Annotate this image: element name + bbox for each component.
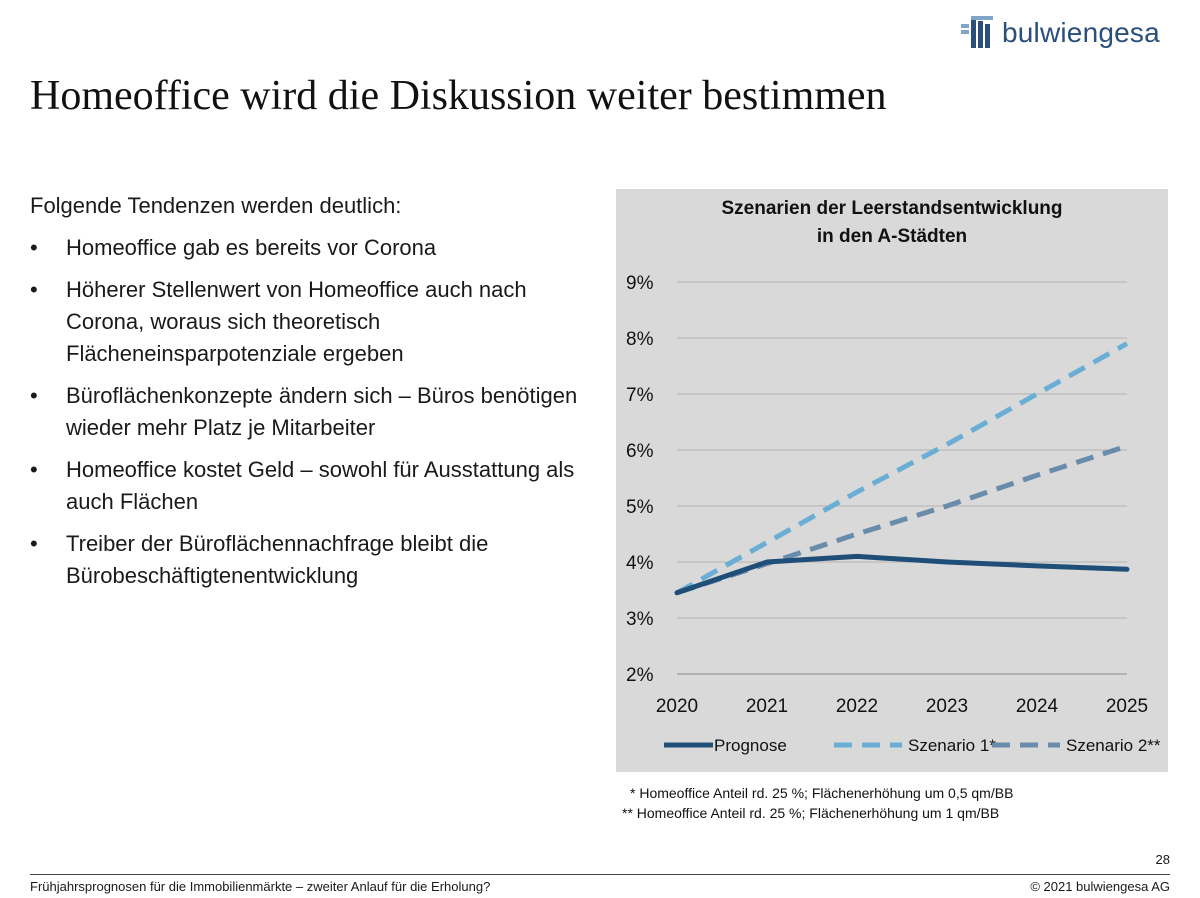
content-text: Folgende Tendenzen werden deutlich: • Hom… [30,190,590,602]
bullet-text: Treiber der Büroflächennachfrage bleibt … [66,531,489,588]
legend-label: Prognose [714,736,787,755]
bullet-icon: • [30,383,38,408]
chart-container: Szenarien der Leerstandsentwicklung in de… [616,189,1168,772]
y-tick-label: 4% [626,553,654,574]
y-tick-label: 8% [626,329,654,350]
x-tick-label: 2025 [1106,696,1148,717]
line-chart: Szenarien der Leerstandsentwicklung in de… [626,198,1161,755]
bulwiengesa-logo-icon [961,16,993,48]
copyright: © 2021 bulwiengesa AG [1030,879,1170,894]
y-tick-label: 6% [626,441,654,462]
x-tick-label: 2024 [1016,696,1059,717]
footer-text: Frühjahrsprognosen für die Immobilienmär… [30,879,491,894]
footer-divider [30,874,1170,875]
y-tick-label: 5% [626,497,654,518]
y-tick-label: 7% [626,385,654,406]
list-item: • Treiber der Büroflächennachfrage bleibt… [30,528,590,592]
series-line-szenario-2 [676,443,1128,596]
page-title: Homeoffice wird die Diskussion weiter be… [30,73,887,119]
bullet-icon: • [30,457,38,482]
intro-text: Folgende Tendenzen werden deutlich: [30,193,402,218]
bullet-text: Höherer Stellenwert von Homeoffice auch … [66,277,527,366]
bullet-icon: • [30,277,38,302]
page-number: 28 [1155,852,1170,867]
series-line-prognose [674,553,1130,596]
bullet-icon: • [30,531,38,556]
bullet-text: Homeoffice kostet Geld – sowohl für Auss… [66,457,575,514]
x-tick-label: 2020 [656,696,698,717]
chart-title-line: Szenarien der Leerstandsentwicklung [721,198,1062,219]
legend-label: Szenario 1* [908,736,996,755]
x-tick-label: 2023 [926,696,968,717]
bullet-text: Homeoffice gab es bereits vor Corona [66,235,437,260]
y-tick-label: 9% [626,273,654,294]
y-tick-label: 2% [626,665,654,686]
chart-title-line: in den A-Städten [817,226,967,247]
logo-text: bulwiengesa [1002,17,1160,48]
x-tick-label: 2021 [746,696,788,717]
bullet-icon: • [30,235,38,260]
x-tick-label: 2022 [836,696,878,717]
list-item: • Homeoffice kostet Geld – sowohl für Aus… [30,454,590,518]
list-item: • Homeoffice gab es bereits vor Corona [30,232,590,264]
series-line-szenario-1 [675,341,1129,595]
bullet-text: Büroflächenkonzepte ändern sich – Büros … [66,383,578,440]
legend-label: Szenario 2** [1066,736,1161,755]
y-tick-label: 3% [626,609,654,630]
logo: bulwiengesa [958,12,1180,54]
footnote-1: * Homeoffice Anteil rd. 25 %; Flächenerh… [630,785,1014,801]
list-item: • Büroflächenkonzepte ändern sich – Büros… [30,380,590,444]
footnote-2: ** Homeoffice Anteil rd. 25 %; Flächener… [622,805,1000,821]
bullet-list: • Homeoffice gab es bereits vor Corona • H… [30,232,590,592]
list-item: • Höherer Stellenwert von Homeoffice auch… [30,274,590,370]
